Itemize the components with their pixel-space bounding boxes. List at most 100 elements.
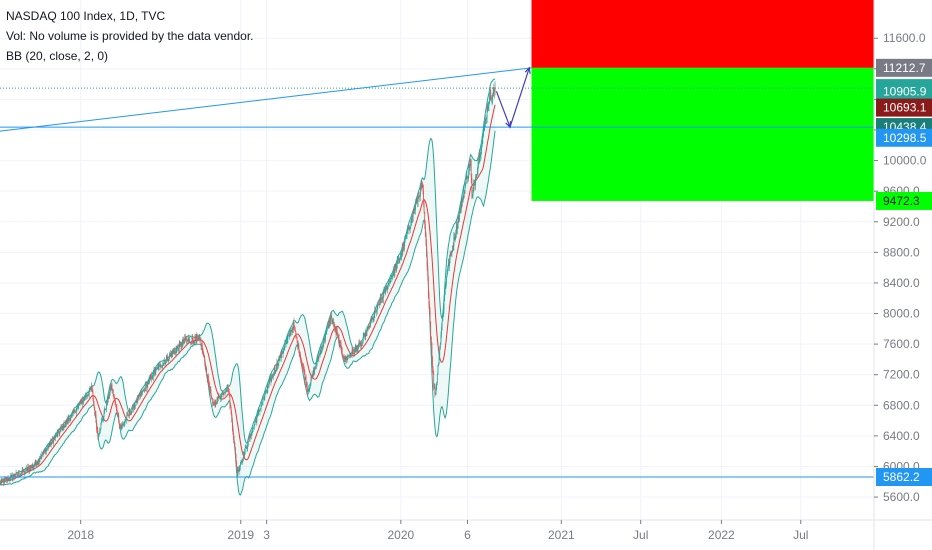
candle[interactable]: [406, 233, 407, 238]
candle[interactable]: [421, 183, 423, 185]
candle[interactable]: [207, 375, 209, 384]
candle[interactable]: [62, 426, 64, 430]
candle[interactable]: [144, 384, 146, 391]
candle[interactable]: [292, 321, 294, 330]
candle[interactable]: [85, 395, 86, 399]
candle[interactable]: [409, 227, 411, 229]
candle[interactable]: [392, 272, 394, 277]
candle[interactable]: [10, 476, 11, 480]
candle[interactable]: [294, 327, 295, 329]
candle[interactable]: [178, 348, 179, 351]
candle[interactable]: [75, 411, 77, 413]
candle[interactable]: [391, 276, 393, 278]
candle[interactable]: [34, 465, 35, 467]
candle[interactable]: [401, 247, 403, 253]
candle[interactable]: [236, 466, 238, 475]
candle[interactable]: [492, 94, 494, 99]
candle[interactable]: [379, 304, 381, 306]
candle[interactable]: [481, 145, 483, 150]
candle[interactable]: [316, 364, 317, 366]
candle[interactable]: [284, 344, 286, 348]
candle[interactable]: [282, 353, 283, 354]
candle[interactable]: [19, 475, 21, 476]
candle[interactable]: [109, 387, 111, 393]
candle[interactable]: [239, 466, 241, 469]
candle[interactable]: [389, 281, 390, 283]
candle[interactable]: [435, 387, 437, 394]
candle[interactable]: [84, 398, 86, 400]
candle[interactable]: [329, 321, 331, 324]
candle[interactable]: [212, 402, 214, 404]
candle[interactable]: [359, 343, 360, 344]
candle[interactable]: [181, 342, 183, 347]
candle[interactable]: [464, 186, 466, 194]
candle[interactable]: [489, 93, 491, 96]
candle[interactable]: [232, 429, 234, 435]
candle[interactable]: [280, 354, 282, 358]
target-zone[interactable]: [531, 67, 874, 201]
candle[interactable]: [21, 469, 23, 473]
candle[interactable]: [487, 108, 489, 110]
candle[interactable]: [44, 449, 46, 452]
candle[interactable]: [108, 396, 110, 400]
candle[interactable]: [198, 336, 200, 338]
candle[interactable]: [491, 98, 492, 100]
candle[interactable]: [151, 378, 153, 379]
candle[interactable]: [85, 395, 87, 397]
candle[interactable]: [345, 356, 347, 360]
candle[interactable]: [120, 425, 121, 429]
candle[interactable]: [474, 184, 476, 186]
candle[interactable]: [370, 320, 372, 322]
candle[interactable]: [68, 417, 70, 420]
candle[interactable]: [72, 410, 74, 413]
candle[interactable]: [115, 404, 117, 408]
candle[interactable]: [423, 190, 424, 202]
candle[interactable]: [86, 395, 88, 397]
candle[interactable]: [316, 359, 318, 365]
candle[interactable]: [26, 468, 27, 471]
candle[interactable]: [152, 376, 154, 379]
candle[interactable]: [374, 310, 376, 314]
candle[interactable]: [180, 343, 182, 347]
time-axis[interactable]: 2018 2019 3 2020 6 2021 Jul 2022 Jul: [0, 519, 932, 542]
candle[interactable]: [365, 331, 367, 336]
candle[interactable]: [24, 468, 26, 472]
candle[interactable]: [400, 255, 402, 258]
candle[interactable]: [386, 286, 388, 290]
candle[interactable]: [382, 293, 384, 299]
candle[interactable]: [424, 212, 426, 225]
candle[interactable]: [102, 418, 104, 420]
candle[interactable]: [133, 404, 134, 410]
candle[interactable]: [75, 410, 77, 413]
candle[interactable]: [486, 117, 487, 120]
candle[interactable]: [90, 389, 92, 390]
candle[interactable]: [424, 224, 426, 237]
candle[interactable]: [465, 178, 467, 185]
candle[interactable]: [29, 467, 31, 471]
candle[interactable]: [175, 352, 176, 354]
candle[interactable]: [339, 341, 341, 343]
candle[interactable]: [378, 304, 379, 305]
candle[interactable]: [277, 362, 278, 366]
candle[interactable]: [308, 388, 310, 390]
candle[interactable]: [177, 347, 179, 349]
candle[interactable]: [487, 104, 489, 110]
candle[interactable]: [143, 388, 145, 390]
candle[interactable]: [293, 321, 295, 328]
candle[interactable]: [397, 259, 399, 261]
candle[interactable]: [292, 328, 294, 330]
candle[interactable]: [363, 335, 365, 337]
candle[interactable]: [246, 447, 248, 449]
candle[interactable]: [233, 434, 234, 440]
candle[interactable]: [5, 478, 6, 480]
candle[interactable]: [390, 277, 392, 278]
candle[interactable]: [132, 404, 134, 407]
candle[interactable]: [242, 459, 244, 462]
candle[interactable]: [206, 368, 207, 376]
candle[interactable]: [403, 242, 404, 252]
candle[interactable]: [185, 339, 187, 341]
candle[interactable]: [323, 338, 325, 344]
candle[interactable]: [176, 349, 178, 350]
candle[interactable]: [360, 342, 362, 347]
candle[interactable]: [183, 340, 184, 344]
